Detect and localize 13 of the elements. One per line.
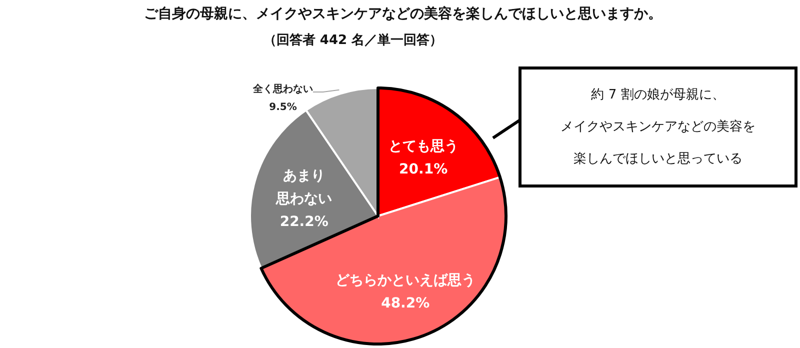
- slice-label: 全く思わない: [252, 82, 313, 95]
- data-label: 9.5%: [269, 102, 297, 113]
- chart-subtitle: （回答者 442 名／単一回答）: [263, 33, 443, 48]
- slice-label: あまり思わない: [275, 168, 332, 207]
- text: メイクやスキンケアなどの美容を: [560, 118, 756, 135]
- text: 約 7 割の娘が母親に、: [591, 88, 725, 103]
- data-label: 48.2%: [381, 295, 430, 312]
- chart-title: ご自身の母親に、メイクやスキンケアなどの美容を楽しんでほしいと思いますか。: [144, 5, 662, 22]
- text: 楽しんでほしいと思っている: [574, 152, 742, 167]
- slice-label: どちらかといえば思う: [335, 272, 476, 288]
- slice-label: とても思う: [388, 138, 458, 154]
- data-label: 22.2%: [280, 214, 328, 230]
- data-label: 20.1%: [399, 161, 448, 178]
